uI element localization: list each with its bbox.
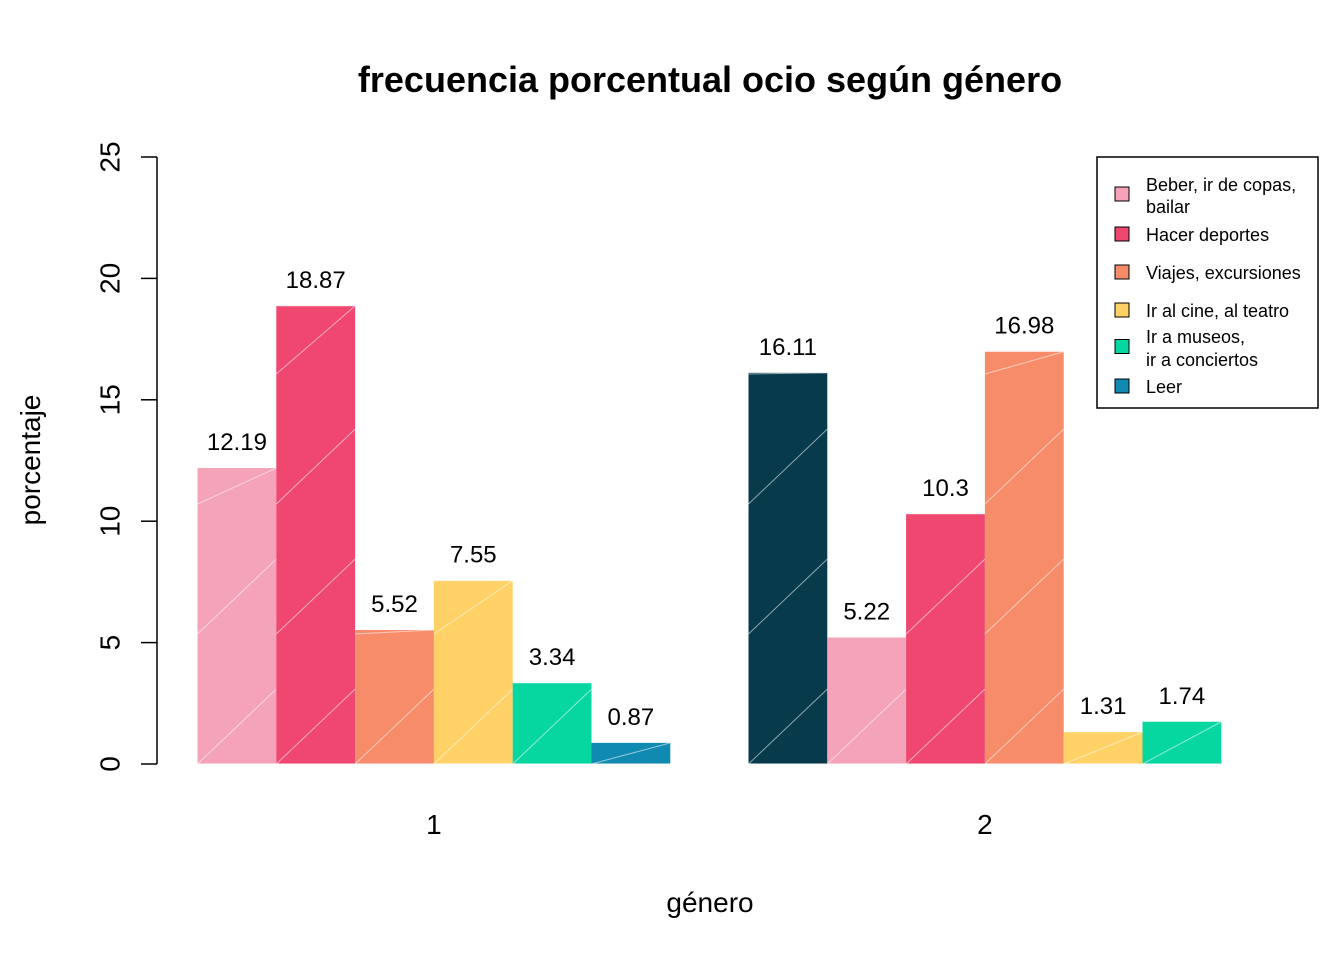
bar-hatch-line	[748, 558, 828, 635]
bar-hatch-line	[433, 580, 513, 635]
legend-swatch	[1114, 378, 1130, 394]
bar-hatch-line	[748, 688, 828, 765]
bar	[512, 682, 592, 764]
bar-value-label: 16.98	[994, 313, 1054, 340]
bar-hatch-line	[826, 688, 907, 765]
bar-group	[197, 305, 1222, 765]
x-tick-label: 2	[977, 809, 993, 840]
bar-value-label: 10.3	[922, 475, 969, 502]
y-axis-ticks: 0 5 10 15 20 25	[95, 141, 157, 772]
legend-swatch	[1114, 226, 1130, 242]
bar-hatch-line	[984, 688, 1065, 765]
legend-label: Leer	[1146, 377, 1182, 397]
bar-value-label: 12.19	[207, 429, 267, 456]
bar-value-label: 3.34	[529, 644, 576, 671]
legend-label: Beber, ir de copas,	[1146, 175, 1296, 195]
bar-hatch-line	[354, 688, 435, 765]
legend-label: ir a conciertos	[1146, 350, 1258, 370]
bar-hatch-line	[512, 688, 592, 765]
bar-hatch-line	[984, 558, 1065, 635]
legend-label: Viajes, excursiones	[1146, 263, 1301, 283]
legend-label: Ir al cine, al teatro	[1146, 301, 1289, 321]
bar-hatch-line	[905, 558, 986, 635]
y-tick-label: 10	[95, 506, 126, 537]
bar	[197, 468, 277, 764]
bar-hatch-line	[197, 467, 277, 505]
bar-value-label: 18.87	[286, 267, 346, 294]
legend-swatch	[1114, 339, 1130, 354]
bar	[748, 372, 828, 764]
bar	[276, 305, 356, 764]
bar-hatch-line	[984, 351, 1064, 375]
bar-hatch-line	[355, 629, 434, 635]
bar-value-label: 0.87	[608, 704, 655, 731]
y-tick-label: 15	[95, 384, 126, 415]
value-labels: 12.19 18.87 5.52 7.55 3.34 0.87 16.11 5.22 10.3 1…	[207, 267, 1205, 731]
bar-hatch-line	[984, 428, 1065, 505]
legend-swatch	[1114, 302, 1130, 318]
x-axis-label: género	[666, 887, 753, 918]
y-tick-label: 0	[95, 756, 126, 772]
bar-value-label: 5.52	[371, 591, 418, 618]
x-tick-label: 1	[426, 809, 442, 840]
bar-value-label: 16.11	[759, 334, 817, 361]
bar-hatch-line	[748, 372, 828, 375]
bar	[827, 637, 907, 764]
bar-hatch-line	[1063, 731, 1143, 765]
legend-swatch	[1114, 264, 1130, 280]
legend-label: Ir a museos,	[1146, 327, 1245, 347]
bar	[355, 629, 434, 764]
y-tick-label: 5	[95, 635, 126, 651]
bar-value-label: 1.31	[1080, 693, 1127, 720]
bar	[906, 513, 985, 764]
bar-hatch-line	[275, 688, 356, 765]
bar-hatch-line	[275, 428, 356, 505]
bar-hatch-line	[197, 688, 277, 765]
bar	[433, 580, 513, 764]
bar-value-label: 5.22	[843, 598, 890, 625]
bar-value-label: 1.74	[1159, 683, 1206, 710]
bar-hatch-line	[197, 558, 277, 635]
bar-hatch-line	[275, 305, 356, 375]
y-axis-label: porcentaje	[15, 395, 46, 526]
legend: Beber, ir de copas,bailar Hacer deportes V…	[1096, 156, 1319, 409]
chart-title: frecuencia porcentual ocio según género	[358, 59, 1062, 100]
legend-label: Hacer deportes	[1146, 225, 1269, 245]
bar	[984, 351, 1064, 764]
legend-swatch	[1114, 186, 1130, 202]
bar-hatch-line	[591, 742, 671, 765]
bar-hatch-line	[1142, 721, 1222, 765]
legend-box	[1096, 156, 1319, 409]
legend-label: bailar	[1146, 197, 1190, 217]
bar-value-label: 7.55	[450, 542, 497, 569]
bar-hatch-line	[433, 688, 514, 765]
bar-hatch-line	[905, 688, 986, 765]
bar-hatch-line	[275, 558, 356, 635]
y-tick-label: 20	[95, 263, 126, 294]
y-tick-label: 25	[95, 141, 126, 172]
bar-hatch-line	[748, 428, 828, 505]
